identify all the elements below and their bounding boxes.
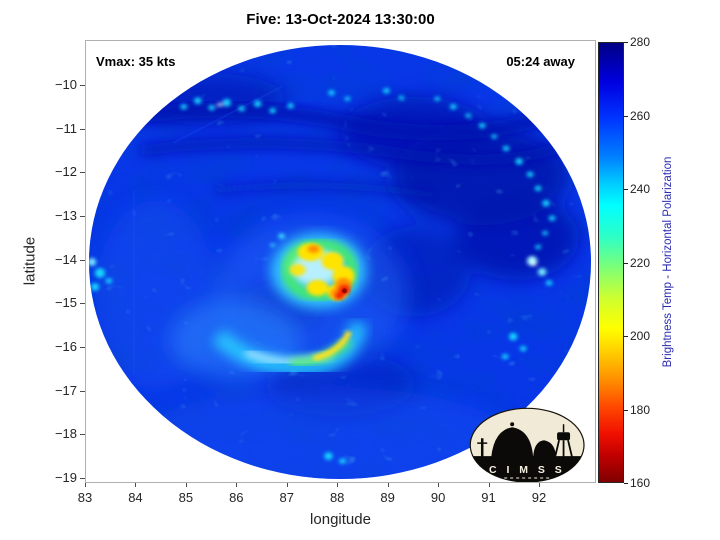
colorbar-tick-label: 160 [630, 476, 651, 490]
x-tick-mark [337, 483, 339, 487]
cimss-logo-text: C I M S S [489, 465, 565, 476]
y-tick-label: −15 [54, 295, 77, 311]
water-tower-icon [557, 432, 571, 441]
x-tick-mark [185, 483, 187, 487]
y-tick-mark [80, 85, 85, 86]
y-tick-label: −14 [54, 251, 77, 267]
colorbar-tick-mark [624, 336, 628, 337]
colorbar-tick-mark [624, 262, 628, 264]
y-tick-mark [80, 172, 85, 174]
colorbar-tick-mark [624, 42, 628, 43]
eta-annotation: 05:24 away [506, 54, 575, 69]
colorbar [598, 42, 624, 483]
y-tick-label: −18 [54, 426, 77, 442]
y-tick-label: −16 [54, 338, 77, 354]
figure-title: Five: 13-Oct-2024 13:30:00 [246, 11, 435, 28]
colorbar-tick-label: 240 [630, 182, 651, 196]
x-tick-mark [85, 483, 86, 487]
y-tick-label: −11 [55, 120, 77, 136]
colorbar-tick-mark [624, 189, 628, 190]
x-tick-label: 90 [430, 490, 446, 505]
x-tick-label: 92 [531, 490, 547, 505]
colorbar-tick-label: 280 [630, 35, 651, 49]
colorbar-tick-label: 180 [630, 402, 651, 417]
x-tick-mark [488, 483, 490, 487]
y-tick-mark [80, 259, 85, 261]
x-tick-label: 84 [128, 490, 143, 505]
x-tick-mark [135, 483, 137, 487]
dish-silhouette-icon [491, 427, 534, 458]
y-tick-label: −19 [54, 469, 77, 485]
y-tick-mark [80, 390, 85, 392]
dome-silhouette-icon [533, 440, 557, 458]
colorbar-tick-mark [624, 115, 628, 117]
x-tick-mark [538, 483, 540, 487]
colorbar-tick-mark [624, 483, 628, 484]
x-axis-label: longitude [310, 511, 371, 528]
x-tick-label: 87 [279, 490, 294, 505]
x-tick-label: 85 [178, 490, 194, 505]
x-tick-label: 91 [481, 490, 496, 505]
x-tick-label: 89 [380, 490, 395, 505]
y-tick-mark [80, 346, 85, 348]
y-tick-label: −13 [54, 207, 77, 223]
storm-core [270, 233, 367, 309]
y-tick-mark [80, 303, 85, 305]
colorbar-tick-label: 220 [630, 255, 651, 270]
cold-cloud-speckles [88, 87, 556, 465]
x-tick-label: 88 [329, 490, 345, 505]
y-tick-label: −10 [54, 77, 77, 92]
brightness-temp-field [88, 44, 592, 480]
x-tick-mark [387, 483, 389, 487]
x-tick-mark [438, 483, 440, 487]
y-tick-mark [80, 215, 85, 217]
colorbar-tick-label: 200 [630, 329, 651, 343]
y-tick-mark [80, 434, 85, 436]
y-tick-label: −17 [54, 382, 77, 398]
y-tick-label: −12 [54, 164, 77, 180]
plot-area: C I M S S Vmax: 35 kts 05:24 away [85, 40, 596, 483]
y-axis-label: latitude [21, 236, 39, 286]
vmax-annotation: Vmax: 35 kts [96, 54, 176, 69]
x-tick-mark [286, 483, 288, 487]
x-tick-label: 86 [229, 490, 244, 505]
colorbar-label: Brightness Temp - Horizontal Polarizatio… [662, 156, 674, 368]
y-tick-mark [80, 477, 85, 479]
y-tick-mark [80, 128, 85, 130]
colorbar-tick-label: 260 [630, 108, 651, 123]
colorbar-tick-mark [624, 409, 628, 411]
x-tick-mark [236, 483, 238, 487]
x-tick-label: 83 [77, 490, 93, 505]
satellite-image: C I M S S [88, 44, 592, 482]
rainband-hook [211, 321, 368, 377]
cimss-logo: C I M S S [469, 407, 585, 482]
swath-seams [132, 85, 283, 375]
